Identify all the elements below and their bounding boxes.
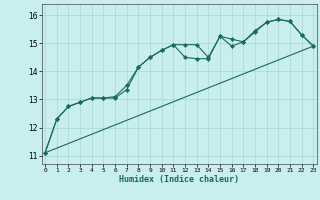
X-axis label: Humidex (Indice chaleur): Humidex (Indice chaleur) <box>119 175 239 184</box>
